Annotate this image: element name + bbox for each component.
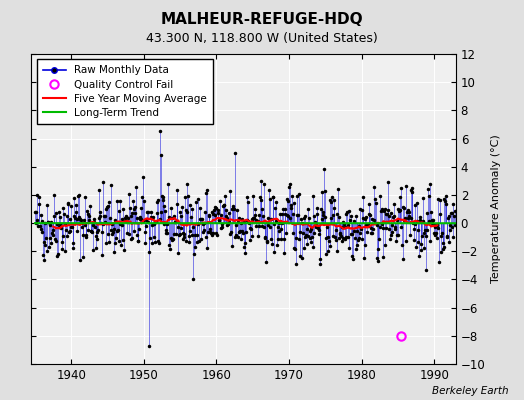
Legend: Raw Monthly Data, Quality Control Fail, Five Year Moving Average, Long-Term Tren: Raw Monthly Data, Quality Control Fail, … xyxy=(37,59,213,124)
Text: MALHEUR-REFUGE-HDQ: MALHEUR-REFUGE-HDQ xyxy=(161,12,363,27)
Text: 43.300 N, 118.800 W (United States): 43.300 N, 118.800 W (United States) xyxy=(146,32,378,45)
Y-axis label: Temperature Anomaly (°C): Temperature Anomaly (°C) xyxy=(491,135,501,283)
Text: Berkeley Earth: Berkeley Earth xyxy=(432,386,508,396)
